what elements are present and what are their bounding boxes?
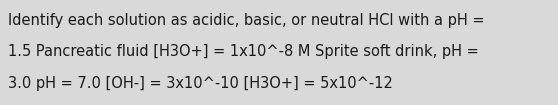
- Text: 1.5 Pancreatic fluid [H3O+] = 1x10^-8 M Sprite soft drink, pH =: 1.5 Pancreatic fluid [H3O+] = 1x10^-8 M …: [8, 44, 479, 59]
- Text: 3.0 pH = 7.0 [OH-] = 3x10^-10 [H3O+] = 5x10^-12: 3.0 pH = 7.0 [OH-] = 3x10^-10 [H3O+] = 5…: [8, 76, 393, 91]
- Text: Identify each solution as acidic, basic, or neutral HCl with a pH =: Identify each solution as acidic, basic,…: [8, 13, 485, 28]
